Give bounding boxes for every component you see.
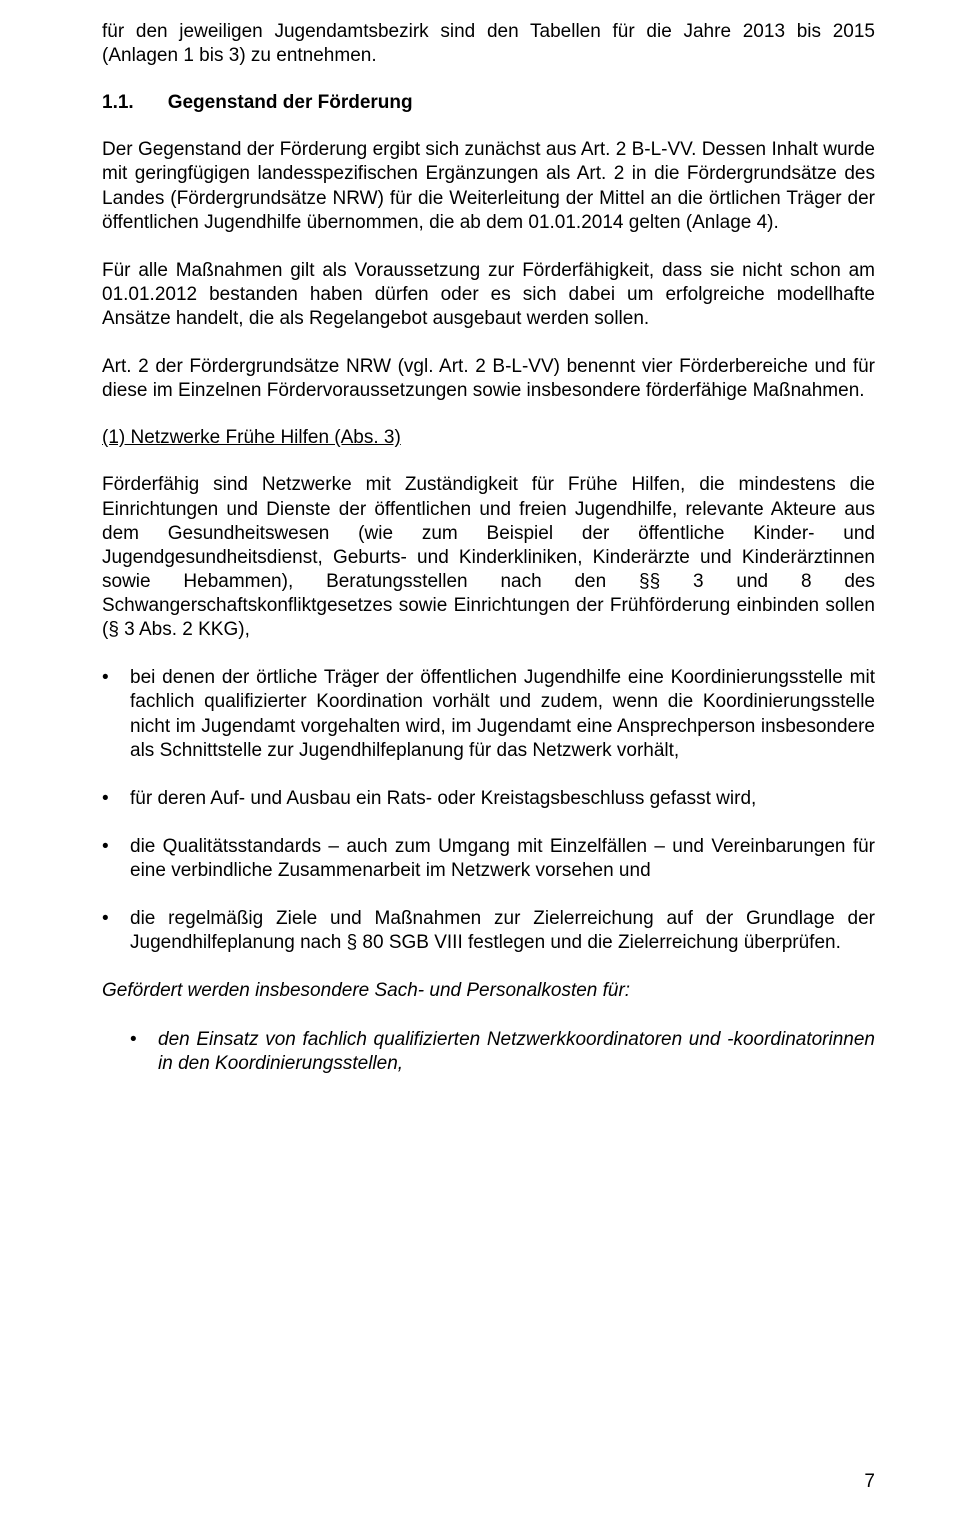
section-title: Gegenstand der Förderung — [168, 92, 413, 114]
section-heading: 1.1. Gegenstand der Förderung — [102, 92, 875, 114]
page-number: 7 — [864, 1471, 875, 1493]
list-item: für deren Auf- und Ausbau ein Rats- oder… — [102, 787, 875, 811]
bullet-list: bei denen der örtliche Träger der öffent… — [102, 666, 875, 955]
intro-paragraph: für den jeweiligen Jugendamtsbezirk sind… — [102, 20, 875, 68]
body-paragraph: Förderfähig sind Netzwerke mit Zuständig… — [102, 473, 875, 642]
bullet-list: den Einsatz von fachlich qualifizierten … — [102, 1028, 875, 1076]
subsection-heading: (1) Netzwerke Frühe Hilfen (Abs. 3) — [102, 427, 875, 449]
list-item: bei denen der örtliche Träger der öffent… — [102, 666, 875, 763]
document-page: für den jeweiligen Jugendamtsbezirk sind… — [0, 0, 960, 1513]
body-paragraph: Der Gegenstand der Förderung ergibt sich… — [102, 138, 875, 235]
section-number: 1.1. — [102, 92, 134, 114]
body-paragraph: Für alle Maßnahmen gilt als Voraussetzun… — [102, 259, 875, 331]
list-item: die Qualitätsstandards – auch zum Umgang… — [102, 835, 875, 883]
body-paragraph: Art. 2 der Fördergrundsätze NRW (vgl. Ar… — [102, 355, 875, 403]
list-item: den Einsatz von fachlich qualifizierten … — [130, 1028, 875, 1076]
list-item: die regelmäßig Ziele und Maßnahmen zur Z… — [102, 907, 875, 955]
body-paragraph: Gefördert werden insbesondere Sach- und … — [102, 979, 875, 1003]
